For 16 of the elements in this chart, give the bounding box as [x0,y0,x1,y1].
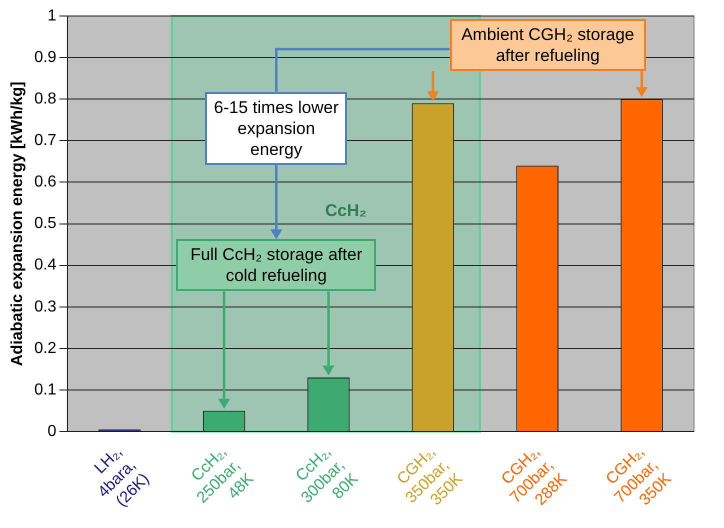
y-tick-label: 0.9 [34,48,57,66]
y-tick-label: 0 [48,422,57,440]
callout-box: Ambient CGH₂ storage after refueling [450,19,646,72]
y-tick-label: 1 [48,7,57,24]
y-axis-title: Adiabatic expansion energy [kWh/kg] [9,82,26,366]
y-tick-label: 0.5 [34,215,57,232]
callout-box: Full CcH₂ storage after cold refueling [176,239,376,292]
y-tick-label: 0.2 [34,340,57,357]
callout-box: 6-15 times lower expansion energy [205,92,348,165]
y-tick-label: 0.4 [34,256,57,274]
y-tick-label: 0.1 [34,381,57,398]
y-tick-label: 0.6 [34,174,57,191]
y-tick-label: 0.8 [34,90,57,108]
band-label: CcH₂ [325,200,367,220]
y-tick-label: 0.7 [34,132,57,150]
y-tick-label: 0.3 [34,298,57,316]
